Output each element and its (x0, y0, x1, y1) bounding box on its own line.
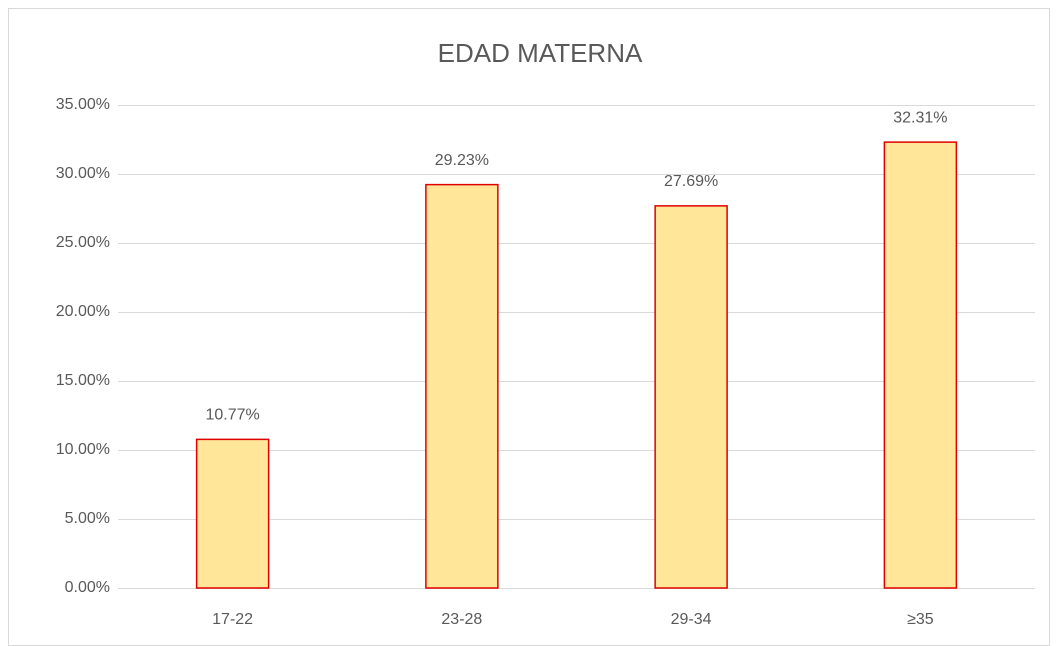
data-label: 29.23% (435, 152, 489, 169)
y-tick-label: 25.00% (56, 234, 110, 251)
chart-title: EDAD MATERNA (438, 38, 643, 68)
y-tick-label: 0.00% (65, 579, 110, 596)
y-tick-label: 15.00% (56, 372, 110, 389)
x-tick-label: 23-28 (441, 611, 482, 628)
y-tick-label: 35.00% (56, 96, 110, 113)
x-tick-label: ≥35 (907, 611, 934, 628)
data-label: 10.77% (205, 407, 259, 424)
bar (883, 141, 958, 589)
data-label: 32.31% (893, 109, 947, 126)
bar (195, 438, 270, 589)
y-tick-label: 5.00% (65, 510, 110, 527)
bar (654, 205, 728, 589)
chart-border (8, 8, 1050, 646)
y-tick-label: 20.00% (56, 303, 110, 320)
y-tick-label: 10.00% (56, 441, 110, 458)
x-tick-label: 29-34 (671, 611, 712, 628)
bar (425, 183, 499, 589)
x-tick-label: 17-22 (212, 611, 253, 628)
data-label: 27.69% (664, 173, 718, 190)
y-tick-label: 30.00% (56, 165, 110, 182)
